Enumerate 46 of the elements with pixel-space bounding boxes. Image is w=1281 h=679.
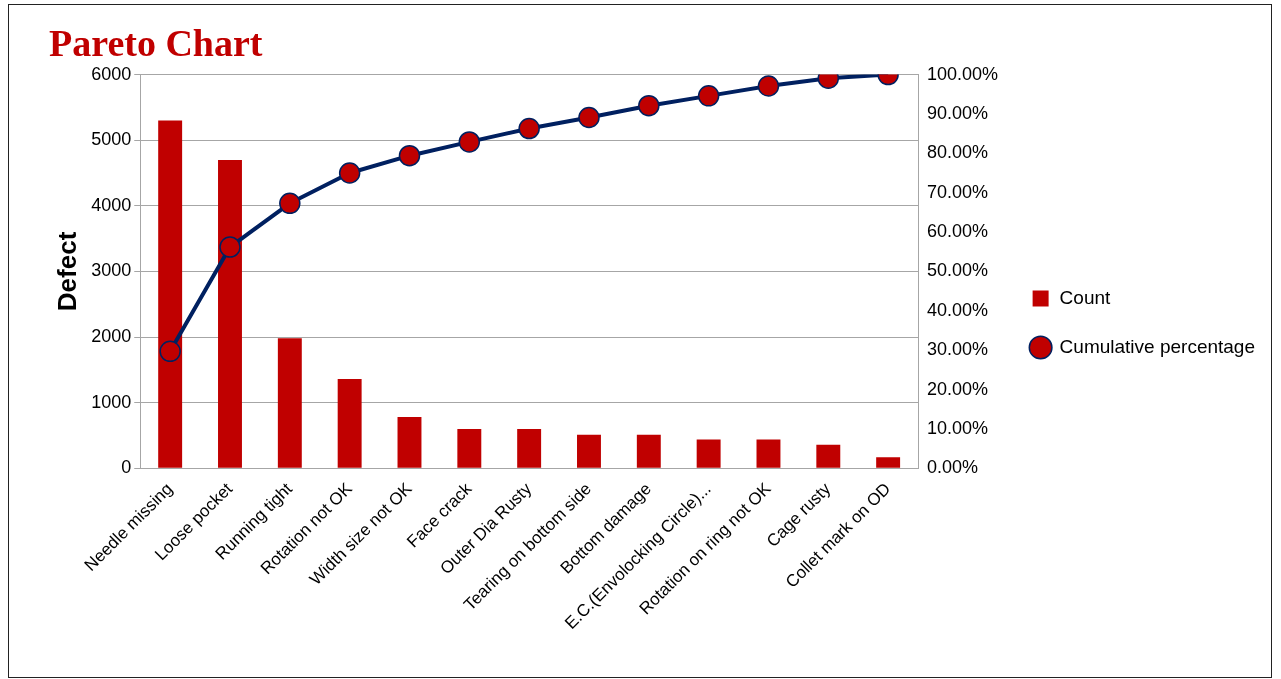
- bar: [158, 120, 183, 468]
- y2-tick-label: 100.00%: [927, 63, 999, 84]
- bar: [517, 428, 542, 468]
- point: [518, 117, 540, 140]
- bar: [277, 338, 302, 468]
- bar: [636, 434, 661, 468]
- bar: [577, 434, 601, 468]
- y2-tick-label: 10.00%: [927, 417, 989, 438]
- bar: [876, 457, 901, 468]
- y2-tick-label: 20.00%: [927, 378, 989, 399]
- y2-tick-label: 90.00%: [927, 102, 989, 123]
- y-tick-label: 6000: [91, 63, 132, 84]
- point: [578, 106, 600, 129]
- bar: [218, 159, 242, 468]
- y-tick-label: 2000: [91, 326, 132, 347]
- chart-title: Pareto Chart: [49, 21, 263, 64]
- y-tick-label: 3000: [91, 260, 132, 281]
- bar: [457, 428, 482, 468]
- point: [398, 144, 421, 167]
- y-tick-label: 4000: [91, 194, 132, 215]
- point: [279, 192, 301, 215]
- y-tick-label: 5000: [91, 129, 132, 150]
- point: [638, 94, 660, 117]
- bar: [816, 444, 841, 468]
- point: [757, 75, 780, 97]
- point: [159, 340, 181, 363]
- bar: [397, 417, 422, 468]
- y-axis-title: Defect: [51, 231, 82, 312]
- point: [338, 162, 361, 184]
- y2-tick-label: 40.00%: [927, 299, 989, 320]
- point: [219, 236, 241, 258]
- y2-tick-label: 30.00%: [927, 339, 989, 360]
- y-tick-label: 0: [121, 457, 132, 478]
- y-tick-label: 1000: [91, 391, 132, 412]
- y2-tick-label: 70.00%: [927, 181, 989, 202]
- bar: [696, 439, 721, 468]
- bar: [756, 439, 781, 468]
- point: [458, 131, 481, 153]
- bar: [337, 379, 362, 468]
- point: [697, 85, 720, 107]
- y2-tick-label: 80.00%: [927, 142, 989, 163]
- y2-tick-label: 0.00%: [927, 457, 979, 478]
- legend-label: Cumulative percentage: [1059, 335, 1255, 357]
- y2-tick-label: 60.00%: [927, 221, 989, 242]
- y2-tick-label: 50.00%: [927, 260, 989, 281]
- legend-label: Count: [1059, 286, 1112, 308]
